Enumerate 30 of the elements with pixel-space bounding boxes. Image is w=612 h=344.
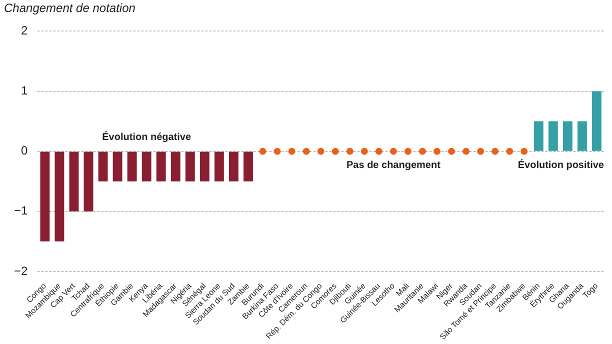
y-axis-title: Changement de notation bbox=[4, 1, 136, 15]
bar bbox=[54, 152, 64, 242]
bar bbox=[185, 152, 195, 182]
bar bbox=[69, 152, 79, 212]
bar bbox=[84, 152, 94, 212]
bar bbox=[156, 152, 166, 182]
annotation: Évolution négative bbox=[102, 131, 192, 144]
bar bbox=[170, 152, 180, 182]
bar bbox=[534, 121, 544, 151]
bar bbox=[142, 152, 152, 182]
bar bbox=[127, 152, 137, 182]
y-tick-label: 2 bbox=[20, 24, 28, 38]
x-tick-label: Togo bbox=[581, 281, 600, 300]
bar bbox=[228, 152, 238, 182]
y-tick-label: 0 bbox=[20, 144, 28, 158]
bar bbox=[244, 152, 253, 182]
annotation: Pas de changement bbox=[346, 160, 442, 172]
bar bbox=[214, 152, 224, 182]
bar bbox=[562, 121, 572, 151]
bar bbox=[200, 152, 210, 182]
annotation: Évolution positive bbox=[518, 159, 604, 172]
bar bbox=[40, 152, 50, 242]
bar bbox=[548, 121, 558, 151]
bar bbox=[578, 121, 587, 151]
bar bbox=[112, 152, 122, 182]
bar bbox=[98, 152, 108, 182]
y-tick-label: −2 bbox=[14, 264, 28, 278]
bar bbox=[592, 91, 602, 151]
y-tick-label: −1 bbox=[14, 204, 28, 218]
y-tick-label: 1 bbox=[20, 84, 28, 98]
